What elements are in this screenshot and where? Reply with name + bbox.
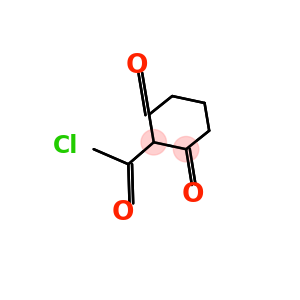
Text: Cl: Cl xyxy=(53,134,79,158)
Text: O: O xyxy=(112,200,134,226)
Text: O: O xyxy=(182,182,204,208)
Circle shape xyxy=(173,136,199,162)
Circle shape xyxy=(141,130,167,155)
Text: O: O xyxy=(125,53,148,79)
